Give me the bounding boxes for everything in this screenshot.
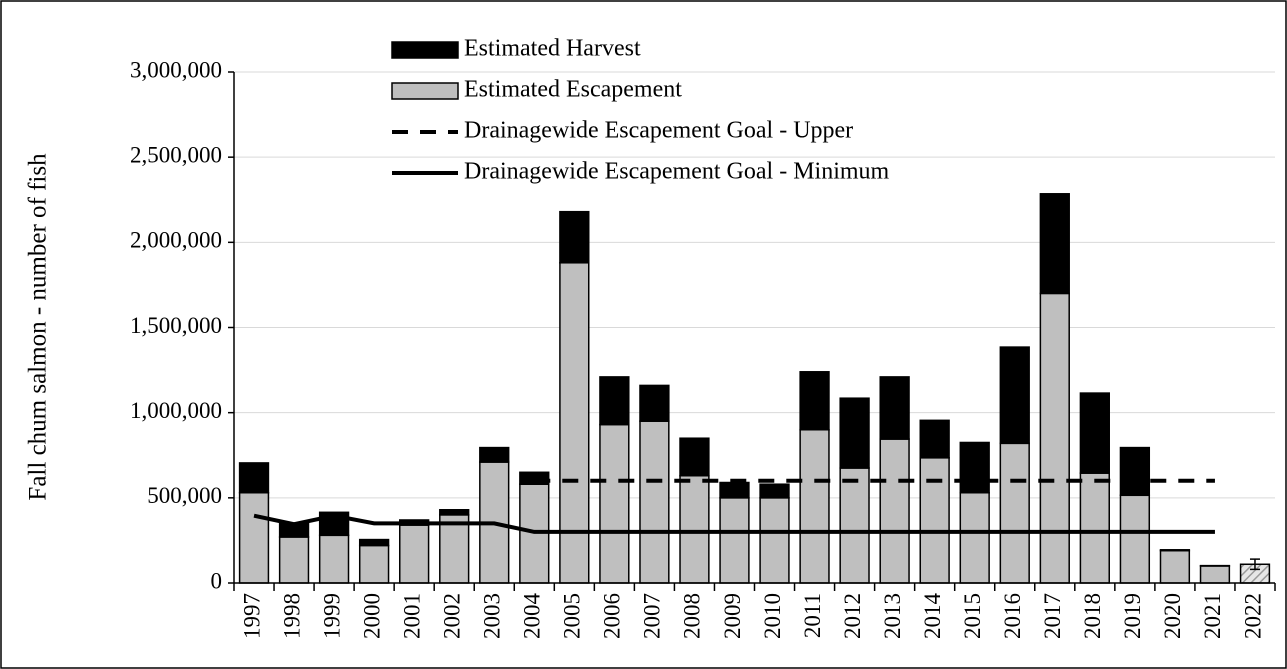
bar xyxy=(399,524,430,584)
x-tick-label: 2022 xyxy=(1240,593,1265,639)
x-tick-label: 2013 xyxy=(880,593,905,639)
x-tick-label: 2015 xyxy=(960,593,985,639)
bar xyxy=(639,420,670,584)
bar xyxy=(759,497,790,584)
bar xyxy=(799,428,830,584)
bar xyxy=(238,491,270,584)
line-series xyxy=(253,513,1215,534)
bar xyxy=(559,210,590,264)
legend-label: Drainagewide Escapement Goal - Upper xyxy=(464,118,853,144)
bar xyxy=(879,438,910,584)
bar xyxy=(1079,392,1110,474)
bar xyxy=(839,397,870,469)
bar xyxy=(1079,472,1110,584)
bar xyxy=(1199,565,1231,584)
x-tick-label: 1999 xyxy=(319,593,344,639)
bar xyxy=(999,346,1030,445)
bar xyxy=(719,497,750,584)
x-tick-label: 2012 xyxy=(840,593,865,639)
bar xyxy=(919,419,950,459)
legend-label: Drainagewide Escapement Goal - Minimum xyxy=(464,159,890,185)
x-tick-label: 2004 xyxy=(520,593,545,640)
x-tick-label: 2010 xyxy=(760,593,785,639)
bar xyxy=(1159,549,1191,552)
x-tick-label: 2021 xyxy=(1200,593,1225,639)
x-tick-label: 2002 xyxy=(439,593,464,639)
bar xyxy=(439,514,470,584)
legend-label: Estimated Escapement xyxy=(464,77,682,103)
x-tick-label: 2000 xyxy=(359,593,384,639)
bar xyxy=(719,481,750,499)
y-axis-title: Fall chum salmon - number of fish xyxy=(25,153,52,501)
y-tick-label: 0 xyxy=(211,568,223,593)
y-tick-label: 1,500,000 xyxy=(130,313,222,338)
bar xyxy=(439,509,470,516)
bar xyxy=(559,262,590,584)
x-tick-label: 1998 xyxy=(279,593,304,639)
bar xyxy=(358,544,390,584)
bar xyxy=(1119,494,1151,584)
bar xyxy=(759,483,790,499)
bar xyxy=(639,384,670,422)
bar xyxy=(1039,193,1070,295)
y-tick-label: 2,500,000 xyxy=(130,142,222,167)
bar xyxy=(1119,446,1151,497)
bar xyxy=(318,534,350,584)
bar xyxy=(479,446,510,463)
bar xyxy=(839,467,870,584)
x-tick-label: 2007 xyxy=(640,593,665,639)
x-tick-label: 2006 xyxy=(600,593,625,639)
bar xyxy=(519,471,550,485)
bar xyxy=(959,491,990,584)
bar xyxy=(959,441,990,494)
bar xyxy=(1159,549,1191,584)
x-tick-label: 2020 xyxy=(1160,593,1185,639)
bar xyxy=(999,442,1030,584)
x-tick-label: 2011 xyxy=(800,593,825,638)
legend-label: Estimated Harvest xyxy=(464,36,641,62)
x-tick-label: 2008 xyxy=(680,593,705,639)
x-tick-label: 2017 xyxy=(1040,593,1065,639)
bar xyxy=(919,457,950,584)
bar xyxy=(799,371,830,431)
y-tick-label: 3,000,000 xyxy=(130,57,222,82)
bar xyxy=(599,423,630,584)
x-tick-label: 1997 xyxy=(239,593,264,639)
x-tick-label: 2009 xyxy=(720,593,745,639)
bar xyxy=(679,474,710,584)
x-tick-label: 2018 xyxy=(1080,593,1105,639)
bar xyxy=(1039,292,1070,584)
bar xyxy=(278,536,310,584)
bar xyxy=(879,376,910,440)
x-tick-label: 2003 xyxy=(480,593,505,639)
legend-swatch xyxy=(391,41,459,59)
x-tick-label: 2005 xyxy=(560,593,585,639)
x-tick-label: 2019 xyxy=(1120,593,1145,639)
y-tick-label: 1,000,000 xyxy=(130,398,222,423)
legend-swatch xyxy=(391,82,459,100)
x-tick-label: 2014 xyxy=(920,593,945,640)
error-bar xyxy=(1249,558,1260,571)
y-tick-label: 2,000,000 xyxy=(130,228,222,253)
bar xyxy=(238,462,270,494)
x-tick-label: 2016 xyxy=(1000,593,1025,639)
bar xyxy=(358,538,390,547)
y-tick-label: 500,000 xyxy=(147,483,222,508)
bar xyxy=(679,437,710,477)
x-tick-label: 2001 xyxy=(399,593,424,639)
bar xyxy=(599,376,630,426)
